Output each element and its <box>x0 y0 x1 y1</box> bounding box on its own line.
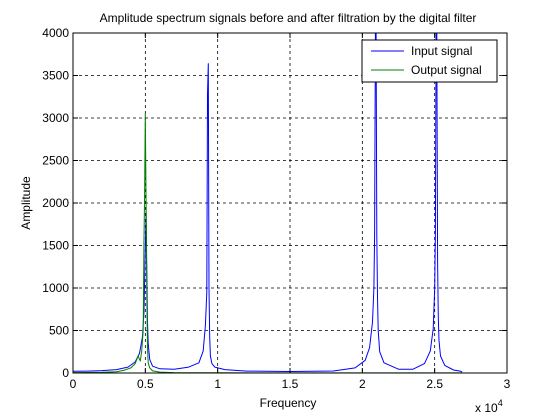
y-tick-label: 1000 <box>42 281 69 295</box>
chart-title: Amplitude spectrum signals before and af… <box>100 11 477 25</box>
legend: Input signal Output signal <box>361 39 498 83</box>
x-tick-label: 2.5 <box>426 377 443 391</box>
y-tick-label: 2000 <box>42 196 69 210</box>
legend-label-output: Output signal <box>411 63 482 77</box>
x-scale-note: x 104 <box>475 398 503 415</box>
y-tick-label: 4000 <box>42 26 69 40</box>
ticks: 0 0.5 1 1.5 2 2.5 3 0 500 1000 1500 2000 2500 3000 350… <box>42 26 510 391</box>
y-tick-label: 0 <box>62 366 69 380</box>
x-axis-label: Frequency <box>260 396 317 410</box>
x-scale-base: x 10 <box>475 401 498 415</box>
legend-box <box>361 39 498 83</box>
x-tick-label: 2 <box>359 377 366 391</box>
x-scale-exponent: 4 <box>498 398 503 408</box>
y-tick-label: 3000 <box>42 111 69 125</box>
y-tick-label: 500 <box>49 324 69 338</box>
y-tick-label: 2500 <box>42 154 69 168</box>
x-tick-label: 0 <box>70 377 77 391</box>
legend-label-input: Input signal <box>411 44 472 58</box>
y-tick-label: 3500 <box>42 69 69 83</box>
x-tick-label: 0.5 <box>137 377 154 391</box>
y-axis-label: Amplitude <box>19 176 33 230</box>
x-tick-label: 3 <box>504 377 511 391</box>
x-tick-label: 1 <box>214 377 221 391</box>
x-tick-label: 1.5 <box>282 377 299 391</box>
y-tick-label: 1500 <box>42 239 69 253</box>
